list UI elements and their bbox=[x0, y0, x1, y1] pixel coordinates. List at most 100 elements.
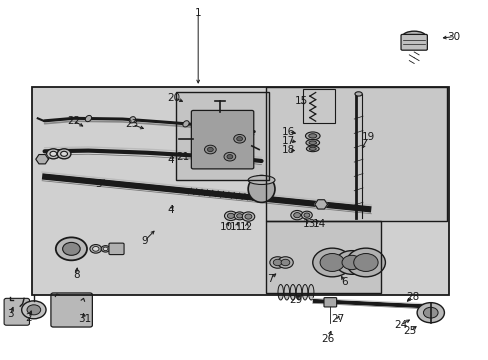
Text: 22: 22 bbox=[67, 116, 81, 126]
Polygon shape bbox=[36, 154, 48, 164]
Circle shape bbox=[50, 151, 57, 156]
Text: 2: 2 bbox=[25, 313, 32, 323]
Circle shape bbox=[27, 305, 41, 315]
Circle shape bbox=[335, 251, 367, 274]
Bar bbox=[266, 87, 446, 221]
Ellipse shape bbox=[277, 284, 283, 300]
Text: 18: 18 bbox=[281, 144, 294, 154]
Ellipse shape bbox=[354, 92, 362, 96]
Text: 19: 19 bbox=[361, 132, 374, 142]
Ellipse shape bbox=[226, 125, 232, 131]
Circle shape bbox=[236, 136, 242, 141]
Bar bbox=[266, 87, 446, 221]
Circle shape bbox=[312, 248, 351, 277]
Circle shape bbox=[416, 303, 444, 323]
Ellipse shape bbox=[183, 121, 189, 127]
Ellipse shape bbox=[247, 176, 274, 184]
FancyBboxPatch shape bbox=[51, 293, 92, 327]
Text: 10: 10 bbox=[219, 222, 232, 232]
Circle shape bbox=[21, 301, 46, 319]
Text: 4: 4 bbox=[167, 155, 173, 165]
Bar bbox=[32, 87, 448, 295]
Text: 16: 16 bbox=[281, 127, 294, 136]
Text: 12: 12 bbox=[239, 222, 253, 232]
Circle shape bbox=[57, 149, 71, 159]
Text: 25: 25 bbox=[403, 326, 416, 336]
Text: 8: 8 bbox=[73, 270, 80, 280]
Bar bbox=[266, 221, 380, 293]
Bar bbox=[266, 221, 380, 293]
Ellipse shape bbox=[296, 284, 301, 300]
Text: 30: 30 bbox=[447, 32, 460, 41]
Ellipse shape bbox=[306, 146, 319, 152]
Text: 7: 7 bbox=[266, 274, 273, 284]
Circle shape bbox=[341, 255, 361, 270]
FancyBboxPatch shape bbox=[4, 298, 29, 325]
Ellipse shape bbox=[305, 132, 320, 140]
Circle shape bbox=[90, 244, 102, 253]
Ellipse shape bbox=[289, 284, 295, 300]
Circle shape bbox=[293, 212, 300, 218]
FancyBboxPatch shape bbox=[191, 111, 253, 169]
Ellipse shape bbox=[284, 284, 289, 300]
Circle shape bbox=[273, 259, 282, 266]
Circle shape bbox=[269, 257, 285, 268]
Circle shape bbox=[204, 145, 216, 154]
Circle shape bbox=[227, 213, 234, 219]
Circle shape bbox=[62, 242, 80, 255]
Text: 23: 23 bbox=[125, 120, 139, 129]
Text: 15: 15 bbox=[294, 96, 307, 106]
FancyBboxPatch shape bbox=[400, 35, 427, 50]
Circle shape bbox=[233, 134, 245, 143]
Circle shape bbox=[234, 212, 244, 220]
Text: 9: 9 bbox=[141, 236, 147, 246]
FancyBboxPatch shape bbox=[109, 243, 124, 255]
Circle shape bbox=[277, 257, 293, 268]
Text: 28: 28 bbox=[405, 292, 419, 302]
Ellipse shape bbox=[85, 116, 91, 122]
Circle shape bbox=[290, 211, 303, 220]
Circle shape bbox=[224, 211, 237, 221]
Circle shape bbox=[353, 253, 377, 271]
Text: 4: 4 bbox=[167, 206, 173, 216]
Text: 11: 11 bbox=[229, 222, 243, 232]
Circle shape bbox=[423, 307, 437, 318]
Text: 26: 26 bbox=[321, 333, 334, 343]
Ellipse shape bbox=[302, 284, 307, 300]
Circle shape bbox=[320, 253, 344, 271]
Circle shape bbox=[281, 259, 289, 266]
Text: 31: 31 bbox=[78, 314, 91, 324]
Circle shape bbox=[56, 237, 87, 260]
Circle shape bbox=[92, 247, 99, 251]
Circle shape bbox=[103, 247, 108, 251]
Text: 13: 13 bbox=[303, 219, 316, 229]
Bar bbox=[303, 89, 334, 123]
Text: 14: 14 bbox=[312, 219, 325, 229]
Circle shape bbox=[236, 214, 242, 218]
Bar bbox=[32, 87, 448, 295]
Text: 1: 1 bbox=[194, 8, 201, 18]
Circle shape bbox=[301, 211, 312, 219]
Text: 27: 27 bbox=[331, 314, 344, 324]
Bar bbox=[176, 92, 268, 180]
Ellipse shape bbox=[247, 176, 274, 202]
Circle shape bbox=[224, 152, 235, 161]
Ellipse shape bbox=[308, 134, 316, 138]
Circle shape bbox=[101, 246, 110, 252]
Circle shape bbox=[46, 149, 60, 159]
Circle shape bbox=[244, 214, 251, 219]
Text: 6: 6 bbox=[341, 277, 347, 287]
Text: 17: 17 bbox=[281, 136, 294, 145]
Text: 20: 20 bbox=[167, 93, 180, 103]
Bar bbox=[176, 92, 268, 180]
Ellipse shape bbox=[308, 147, 316, 150]
Text: 21: 21 bbox=[176, 152, 189, 162]
Text: 24: 24 bbox=[393, 320, 407, 330]
Text: 29: 29 bbox=[288, 295, 302, 305]
Ellipse shape bbox=[305, 139, 319, 146]
Circle shape bbox=[346, 248, 385, 277]
Circle shape bbox=[304, 213, 309, 217]
Polygon shape bbox=[314, 200, 327, 209]
Circle shape bbox=[242, 212, 254, 221]
Ellipse shape bbox=[308, 141, 316, 144]
